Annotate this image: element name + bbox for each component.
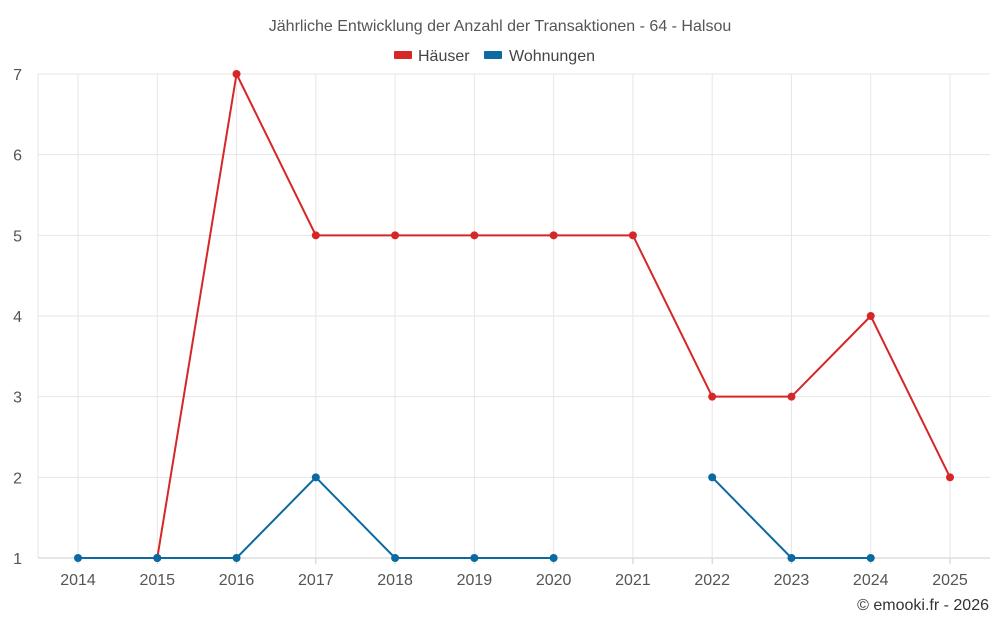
data-point[interactable]	[470, 231, 479, 240]
legend-item[interactable]: Wohnungen	[484, 48, 595, 65]
x-tick-label: 2019	[457, 572, 493, 589]
data-point[interactable]	[232, 554, 241, 562]
x-tick-label: 2015	[139, 572, 175, 589]
legend-item[interactable]: Häuser	[394, 48, 470, 65]
data-point[interactable]	[708, 392, 717, 401]
grid	[37, 73, 990, 559]
series-0	[153, 70, 954, 562]
legend-label: Häuser	[418, 48, 470, 65]
data-point[interactable]	[311, 473, 320, 482]
legend: Häuser Wohnungen	[394, 48, 595, 65]
data-point[interactable]	[946, 473, 954, 482]
legend-swatch	[484, 51, 502, 59]
legend-label: Wohnungen	[509, 48, 595, 65]
x-tick-label: 2025	[932, 572, 968, 589]
y-tick-label: 3	[13, 390, 22, 407]
x-tick-label: 2021	[615, 572, 651, 589]
data-point[interactable]	[708, 473, 717, 482]
x-tick-label: 2023	[774, 572, 810, 589]
x-tick-label: 2018	[377, 572, 413, 589]
chart-title: Jährliche Entwicklung der Anzahl der Tra…	[269, 18, 731, 35]
data-point[interactable]	[232, 70, 241, 78]
y-tick-label: 5	[13, 228, 22, 245]
data-point[interactable]	[549, 231, 558, 240]
data-point[interactable]	[787, 554, 796, 562]
axes: 1 2 3 4 5 6 7 2014 2015 2016 2017 2018 2019 2020 2021 2…	[13, 67, 968, 589]
data-point[interactable]	[391, 231, 400, 240]
y-tick-label: 2	[13, 470, 22, 487]
data-point[interactable]	[787, 392, 796, 401]
y-tick-label: 4	[13, 309, 22, 326]
series-layer	[74, 70, 954, 562]
x-tick-label: 2022	[694, 572, 730, 589]
y-tick-label: 6	[13, 148, 22, 165]
x-tick-label: 2014	[60, 572, 96, 589]
data-point[interactable]	[153, 554, 162, 562]
x-tick-label: 2017	[298, 572, 334, 589]
x-tick-label: 2016	[219, 572, 255, 589]
data-point[interactable]	[391, 554, 400, 562]
y-tick-label: 7	[13, 67, 22, 84]
data-point[interactable]	[470, 554, 479, 562]
data-point[interactable]	[311, 231, 320, 240]
data-point[interactable]	[866, 554, 875, 562]
data-point[interactable]	[74, 554, 82, 562]
x-tick-label: 2020	[536, 572, 572, 589]
data-point[interactable]	[866, 312, 875, 320]
series-1	[74, 473, 875, 562]
y-tick-label: 1	[13, 551, 22, 568]
data-point[interactable]	[549, 554, 558, 562]
credit-text: © emooki.fr - 2026	[857, 597, 989, 614]
x-tick-label: 2024	[853, 572, 889, 589]
data-point[interactable]	[628, 231, 637, 240]
legend-swatch	[394, 51, 412, 59]
